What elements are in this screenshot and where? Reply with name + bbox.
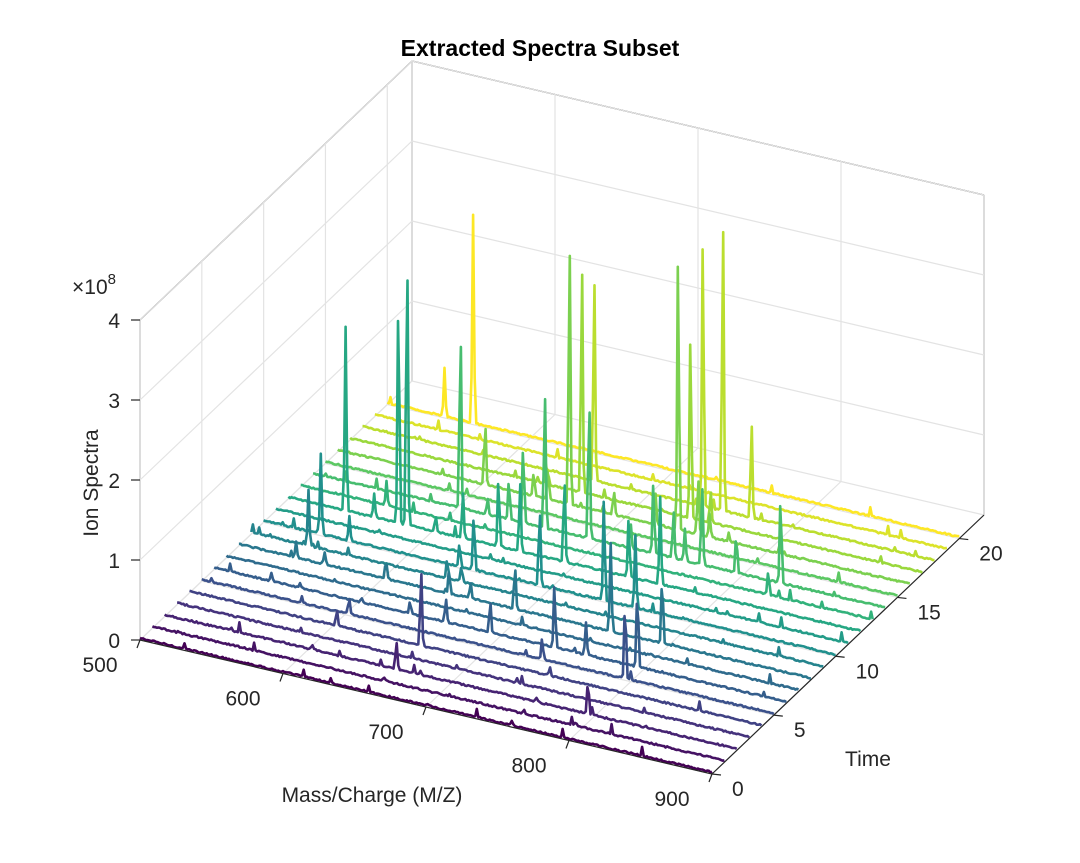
x-tick-label: 500 <box>82 654 117 677</box>
x-tick-mark <box>422 706 427 716</box>
grid-line-x-floor <box>282 414 556 674</box>
grid-line-z-back <box>411 220 985 356</box>
spectrum-series-line <box>189 572 763 727</box>
z-tick-label: 1 <box>108 550 120 573</box>
y-axis-line <box>711 514 985 775</box>
x-tick-label: 800 <box>511 755 546 778</box>
y-tick-mark <box>897 596 907 600</box>
x-tick-label: 700 <box>368 721 403 744</box>
y-tick-mark <box>773 714 783 717</box>
z-exponent-label: ×108 <box>72 271 116 299</box>
grid-line-z-back <box>411 60 985 196</box>
spectra-series <box>139 213 960 774</box>
grid-line-y-floor <box>387 403 960 540</box>
x-tick-mark <box>279 673 284 682</box>
x-tick-label: 900 <box>654 788 689 811</box>
grid-line-z-left <box>139 220 413 481</box>
spectrum-series-line <box>238 540 811 680</box>
y-tick-mark <box>711 773 722 776</box>
y-tick-label: 10 <box>856 660 879 683</box>
spectrum-series-line <box>151 625 725 762</box>
z-tick-label: 4 <box>108 310 120 333</box>
spectrum-series-line <box>177 601 751 739</box>
y-tick-label: 15 <box>917 601 940 624</box>
z-exponent-power: 8 <box>108 271 116 288</box>
x-axis-label: Mass/Charge (M/Z) <box>282 784 463 807</box>
y-tick-label: 0 <box>732 778 744 801</box>
grid-line-z-back <box>411 140 985 276</box>
spectrum-series-line <box>263 452 836 657</box>
y-tick-label: 20 <box>979 543 1002 566</box>
spectrum-series-line <box>374 413 948 550</box>
grid-line-z-back <box>411 300 985 436</box>
spectrum-series-line <box>163 613 738 750</box>
spectrum-series-line <box>139 636 713 774</box>
spectrum-series-line <box>287 279 862 633</box>
grid-line-z-left <box>139 300 413 561</box>
spectrum-series-line <box>386 213 960 538</box>
y-tick-label: 5 <box>794 719 806 742</box>
svg-text:×108: ×108 <box>72 271 116 299</box>
spectrum-series-line <box>337 254 910 585</box>
z-axis-label: Ion Spectra <box>80 429 103 537</box>
z-tick-label: 3 <box>108 390 120 413</box>
x-tick-label: 600 <box>225 688 260 711</box>
grid-line-x-floor <box>139 380 413 641</box>
z-tick-label: 0 <box>108 630 120 653</box>
spectrum-series-line <box>225 554 800 691</box>
spectrum-series-line <box>324 460 898 597</box>
z-exponent-prefix: × <box>72 276 84 299</box>
grid-line-z-left <box>139 60 413 321</box>
x-tick-mark <box>708 773 713 783</box>
chart-title: Extracted Spectra Subset <box>401 35 680 61</box>
y-tick-mark <box>959 537 969 541</box>
spectrum-series-line <box>201 576 775 716</box>
spectrum-series-line <box>213 562 787 704</box>
spectrum-series-line <box>349 273 923 574</box>
spectrum-series-line <box>250 488 824 668</box>
y-axis-label: Time <box>845 748 891 771</box>
spectrum-series-line <box>275 507 849 645</box>
grid-line-z-left <box>139 140 413 401</box>
y-tick-mark <box>835 655 845 658</box>
x-tick-mark <box>565 740 570 749</box>
z-tick-label: 2 <box>108 470 120 493</box>
x-tick-mark <box>136 639 141 649</box>
z-exponent-base: 10 <box>84 276 107 299</box>
axis-ticks: 500 600 700 800 900 0 5 10 15 20 0 1 2 3 4 <box>82 310 1002 811</box>
